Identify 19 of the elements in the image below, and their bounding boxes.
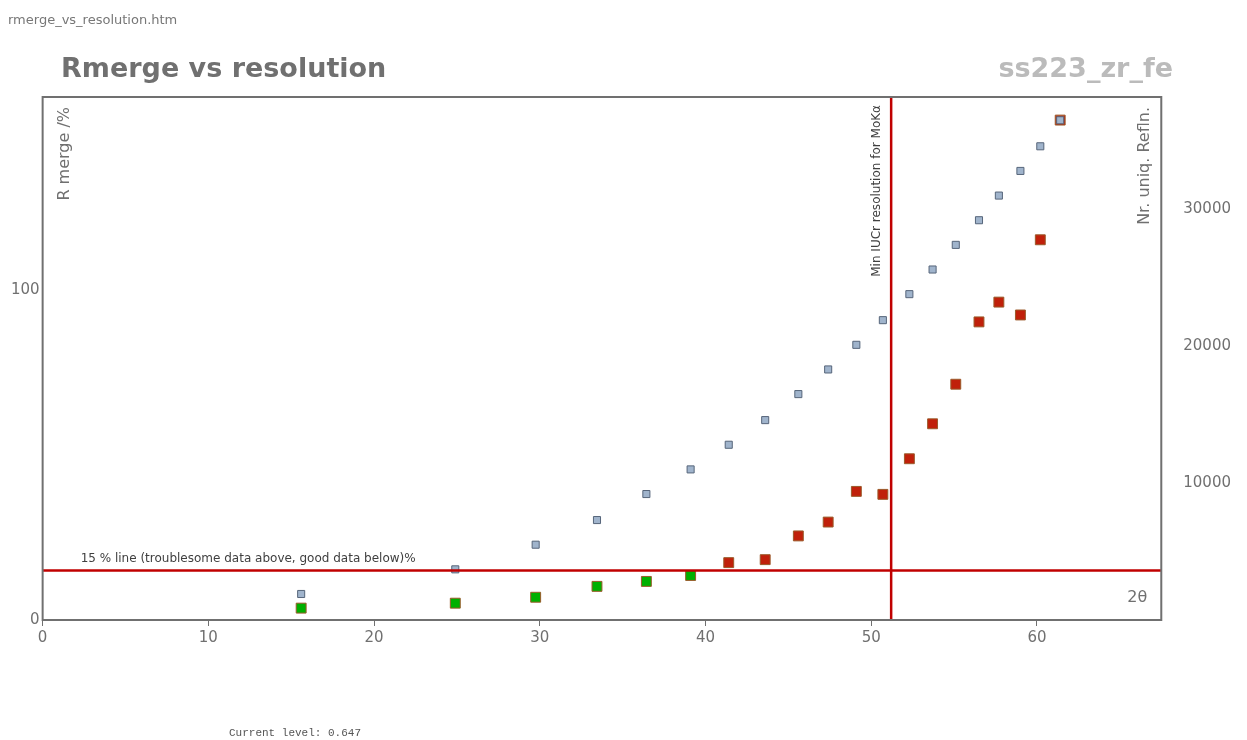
y2-tick-label: 30000 [1183,199,1231,218]
x-tick-label: 60 [1027,627,1047,646]
y2-tick-label: 10000 [1183,472,1231,491]
chart-subtitle: ss223_zr_fe [998,52,1173,83]
x-axis-title: 2θ [1127,587,1148,607]
x-tick-label: 50 [861,627,881,646]
x-tick-label: 10 [198,627,218,646]
y2-axis-title: Nr. uniq. Refln. [1134,107,1154,225]
y-tick-label: 100 [10,280,40,299]
y-axis-title: R merge /% [53,107,73,201]
chart-title: Rmerge vs resolution [61,52,387,83]
text: Current level: 0.647 [229,727,362,739]
x-tick-label: 30 [530,627,550,646]
ref-line-label: 15 % line (troublesome data above, good data below)% [80,550,416,565]
x-tick-label: 20 [364,627,384,646]
y2-tick-label: 20000 [1183,336,1231,355]
x-tick-label: 40 [695,627,716,646]
text: rmerge_vs_resolution.htm [8,12,178,27]
ref-line-label: Min IUCr resolution for MoKα [869,104,884,277]
